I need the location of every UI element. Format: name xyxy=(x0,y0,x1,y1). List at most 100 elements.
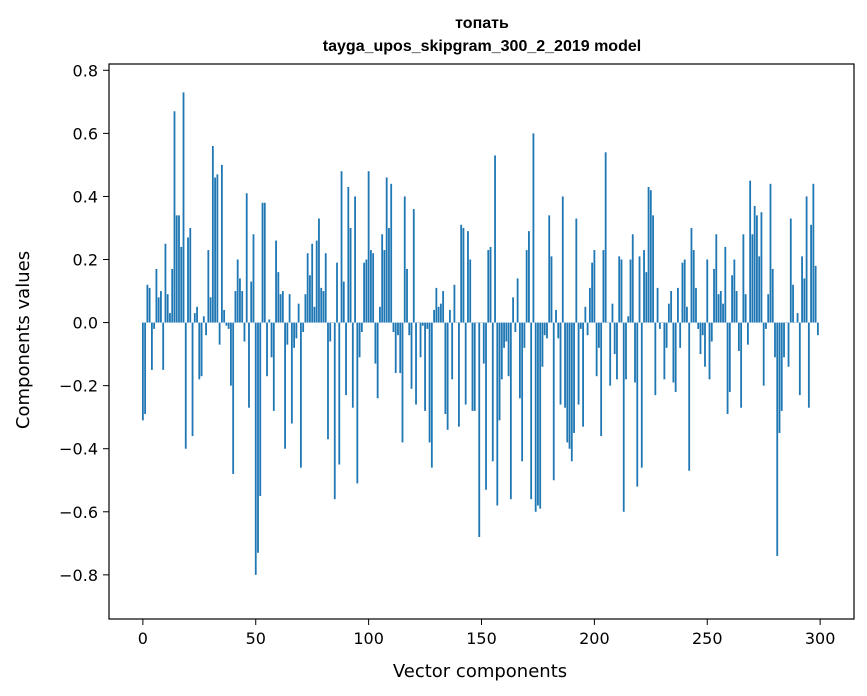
bar-256 xyxy=(719,291,722,323)
bar-296 xyxy=(810,224,813,323)
bar-51 xyxy=(257,322,259,553)
bar-246 xyxy=(697,322,700,329)
bar-241 xyxy=(686,306,688,323)
bar-29 xyxy=(207,250,210,323)
bar-179 xyxy=(546,322,548,339)
bar-76 xyxy=(313,306,316,323)
bar-67 xyxy=(293,322,296,348)
bar-130 xyxy=(435,287,438,323)
x-tick-label-0: 0 xyxy=(138,629,148,648)
bar-294 xyxy=(805,196,808,323)
bar-175 xyxy=(537,322,539,506)
bar-239 xyxy=(681,262,684,323)
bar-65 xyxy=(288,294,291,323)
bar-74 xyxy=(309,275,311,323)
bar-50 xyxy=(254,322,257,575)
bar-164 xyxy=(512,297,515,323)
bar-92 xyxy=(349,227,352,323)
bar-276 xyxy=(765,322,767,329)
bar-222 xyxy=(643,250,645,323)
y-axis: −0.8 −0.6 −0.4 −0.2 0.0 0.2 0.4 0.6 0.8 xyxy=(59,61,109,585)
bar-155 xyxy=(491,322,494,462)
bar-172 xyxy=(530,322,533,500)
bar-142 xyxy=(462,227,465,323)
bar-75 xyxy=(311,243,314,323)
bar-173 xyxy=(532,133,535,323)
bar-229 xyxy=(658,322,661,329)
bar-31 xyxy=(211,145,214,323)
bar-5 xyxy=(153,322,156,329)
bar-138 xyxy=(453,284,456,323)
bar-25 xyxy=(198,322,201,380)
bar-201 xyxy=(595,322,598,377)
bar-197 xyxy=(586,322,589,336)
bar-152 xyxy=(485,322,487,490)
bar-168 xyxy=(521,322,524,462)
bar-211 xyxy=(618,256,621,323)
bar-99 xyxy=(365,259,368,323)
y-tick-label-4: 0.0 xyxy=(73,314,98,333)
bar-40 xyxy=(232,322,235,474)
bar-277 xyxy=(767,294,770,323)
bar-18 xyxy=(182,92,185,323)
bar-267 xyxy=(744,294,747,323)
bar-255 xyxy=(717,294,720,323)
bar-156 xyxy=(494,155,496,323)
bar-114 xyxy=(399,322,402,374)
bar-237 xyxy=(677,287,679,323)
y-tick-label-6: 0.4 xyxy=(73,187,98,206)
bar-39 xyxy=(230,322,232,386)
bar-291 xyxy=(798,322,801,396)
x-tick-label-200: 200 xyxy=(579,629,610,648)
x-axis-label: Vector components xyxy=(393,661,567,682)
bar-24 xyxy=(196,306,198,323)
bar-154 xyxy=(489,246,492,323)
bar-93 xyxy=(351,322,354,408)
bar-283 xyxy=(780,322,783,411)
bar-23 xyxy=(193,313,196,323)
bar-123 xyxy=(419,322,422,358)
bar-178 xyxy=(543,322,546,336)
bar-176 xyxy=(539,322,542,509)
bar-42 xyxy=(236,259,239,323)
bar-190 xyxy=(570,322,573,462)
bar-146 xyxy=(471,322,474,411)
bar-198 xyxy=(588,287,591,323)
bar-116 xyxy=(403,196,406,323)
bar-225 xyxy=(649,190,652,323)
bar-44 xyxy=(241,291,244,323)
bar-266 xyxy=(742,234,745,323)
bar-125 xyxy=(424,322,426,411)
bar-4 xyxy=(150,322,153,370)
bar-238 xyxy=(679,322,682,348)
bar-262 xyxy=(733,259,736,323)
plot-frame xyxy=(108,63,855,620)
bar-66 xyxy=(290,322,293,424)
bar-149 xyxy=(478,322,481,538)
y-axis-label: Components values xyxy=(13,251,34,429)
bar-91 xyxy=(347,186,350,323)
bar-106 xyxy=(381,234,384,323)
bar-290 xyxy=(796,313,799,323)
bar-145 xyxy=(469,259,472,323)
bar-134 xyxy=(444,322,447,415)
bar-209 xyxy=(613,322,616,355)
y-tick-label-3: −0.2 xyxy=(59,377,98,396)
y-tick-label-7: 0.6 xyxy=(73,124,98,143)
bar-243 xyxy=(690,227,693,323)
bar-244 xyxy=(692,250,695,323)
bar-166 xyxy=(516,278,519,323)
bar-223 xyxy=(645,272,648,323)
bar-188 xyxy=(566,322,569,443)
bar-69 xyxy=(297,303,300,323)
bar-169 xyxy=(523,322,526,348)
bar-279 xyxy=(771,268,774,323)
bar-221 xyxy=(640,322,643,468)
bar-234 xyxy=(670,291,673,323)
bar-108 xyxy=(385,177,388,323)
bar-170 xyxy=(525,250,528,323)
bar-264 xyxy=(737,322,740,351)
bar-119 xyxy=(410,322,413,389)
bar-68 xyxy=(295,322,298,339)
bar-11 xyxy=(166,294,169,323)
